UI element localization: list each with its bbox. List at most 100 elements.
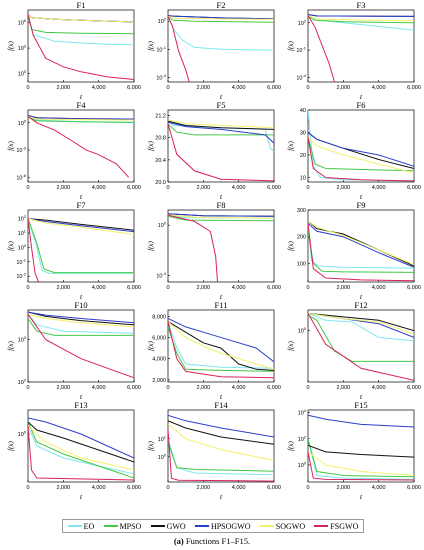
chart-f15: F15 0 2,000 4,000 6,000 t 104 102 100 f(x) (287, 400, 421, 501)
series-line-gwo (28, 311, 134, 326)
x-tick-label: 6,000 (267, 185, 281, 191)
chart-title: F12 (354, 300, 367, 310)
chart-title: F10 (74, 300, 87, 310)
y-tick-label: 20 (300, 153, 306, 159)
plot-frame (167, 409, 275, 483)
y-axis-label: f(x) (287, 240, 295, 250)
x-axis-label: t (360, 192, 363, 201)
legend-item-fsgwo: FSGWO (314, 522, 358, 531)
x-axis-label: t (360, 492, 363, 501)
series-line-fsgwo (308, 136, 414, 182)
series-line-sogwo (28, 313, 134, 328)
legend-label-mpso: MPSO (119, 521, 142, 531)
series-line-sogwo (28, 218, 134, 235)
y-axis-label: f(x) (147, 440, 155, 450)
series-line-hpsogwo (308, 312, 414, 338)
x-tick-label: 4,000 (232, 385, 246, 391)
series-line-fsgwo (168, 214, 218, 282)
y-tick-label: 20.4 (155, 158, 166, 164)
series-line-sogwo (308, 136, 414, 174)
x-tick-label: 2,000 (196, 185, 210, 191)
chart-f8: F8 0 2,000 4,000 6,000 t 100 10-4 f(x) (147, 200, 281, 301)
series-line-fsgwo (168, 16, 190, 82)
x-tick-label: 0 (26, 385, 29, 391)
legend-swatch-eo (67, 525, 82, 527)
y-axis-label: f(x) (7, 140, 15, 150)
legend-item-hpsogwo: HPSOGWO (194, 522, 251, 531)
series-line-fsgwo (308, 451, 414, 481)
x-tick-label: 2,000 (56, 285, 70, 291)
x-tick-label: 0 (166, 385, 169, 391)
y-tick-label: 100 (18, 430, 27, 439)
series-line-fsgwo (308, 313, 414, 381)
y-tick-label: 101 (158, 434, 167, 443)
y-tick-label: 103 (18, 335, 27, 344)
y-tick-label: 10-1 (296, 46, 306, 55)
series-line-hpsogwo (168, 121, 274, 144)
legend-item-mpso: MPSO (103, 521, 142, 531)
plot-frame (307, 309, 415, 383)
x-tick-label: 2,000 (336, 285, 350, 291)
series-line-fsgwo (168, 123, 274, 182)
series-line-eo (168, 321, 274, 369)
series-line-sogwo (168, 424, 274, 461)
plot-frame (27, 209, 135, 283)
chart-title: F8 (217, 200, 226, 210)
chart-title: F4 (77, 100, 87, 110)
chart-title: F6 (357, 100, 366, 110)
series-line-hpsogwo (28, 218, 134, 233)
plot-frame (167, 109, 275, 183)
chart-title: F3 (357, 0, 366, 10)
series-line-hpsogwo (168, 318, 274, 363)
x-tick-label: 0 (166, 185, 169, 191)
x-axis-label: t (80, 492, 83, 501)
series-line-mpso (168, 123, 274, 136)
series-line-eo (308, 15, 414, 31)
chart-f3: F3 0 2,000 4,000 6,000 t 102 10-1 10-4 f(x) (287, 0, 421, 101)
series-line-hpsogwo (308, 414, 414, 428)
y-tick-label: 104 (298, 408, 307, 417)
x-axis-label: t (220, 92, 223, 101)
y-tick-label: 101 (18, 229, 27, 238)
series-line-gwo (308, 444, 414, 458)
x-tick-label: 2,000 (196, 285, 210, 291)
series-line-sogwo (168, 321, 274, 370)
legend-swatch-gwo (150, 525, 165, 527)
series-line-hpsogwo (308, 14, 414, 17)
y-tick-label: 40 (300, 108, 306, 114)
legend-item-gwo: GWO (150, 521, 186, 531)
series-line-mpso (28, 14, 134, 35)
chart-f7: F7 0 2,000 4,000 6,000 t 102 101 100 10-1 10-2 f(x) (7, 200, 141, 301)
x-tick-label: 6,000 (267, 485, 281, 491)
plot-frame (307, 9, 415, 83)
series-line-mpso (308, 314, 414, 362)
series-line-sogwo (308, 451, 414, 476)
y-tick-label: 100 (158, 221, 167, 230)
x-tick-label: 2,000 (196, 485, 210, 491)
series-line-gwo (308, 220, 414, 267)
series-line-gwo (28, 421, 134, 463)
series-line-eo (308, 312, 414, 342)
y-axis-label: f(x) (287, 440, 295, 450)
x-tick-label: 2,000 (336, 85, 350, 91)
y-tick-label: 4,000 (152, 357, 166, 363)
series-line-fsgwo (28, 425, 134, 481)
y-tick-label: 102 (298, 18, 307, 27)
series-line-hpsogwo (168, 414, 274, 438)
x-tick-label: 4,000 (92, 285, 106, 291)
x-tick-label: 4,000 (92, 85, 106, 91)
legend-label-eo: EO (83, 521, 95, 531)
x-tick-label: 4,000 (372, 85, 386, 91)
x-tick-label: 6,000 (407, 385, 421, 391)
legend-label-gwo: GWO (166, 521, 186, 531)
chart-title: F11 (215, 300, 228, 310)
y-tick-label: 106 (18, 18, 27, 27)
series-line-gwo (308, 132, 414, 169)
series-line-gwo (308, 312, 414, 332)
y-tick-label: 103 (18, 44, 27, 53)
y-tick-label: 10-1 (16, 257, 26, 266)
series-line-hpsogwo (168, 213, 274, 217)
